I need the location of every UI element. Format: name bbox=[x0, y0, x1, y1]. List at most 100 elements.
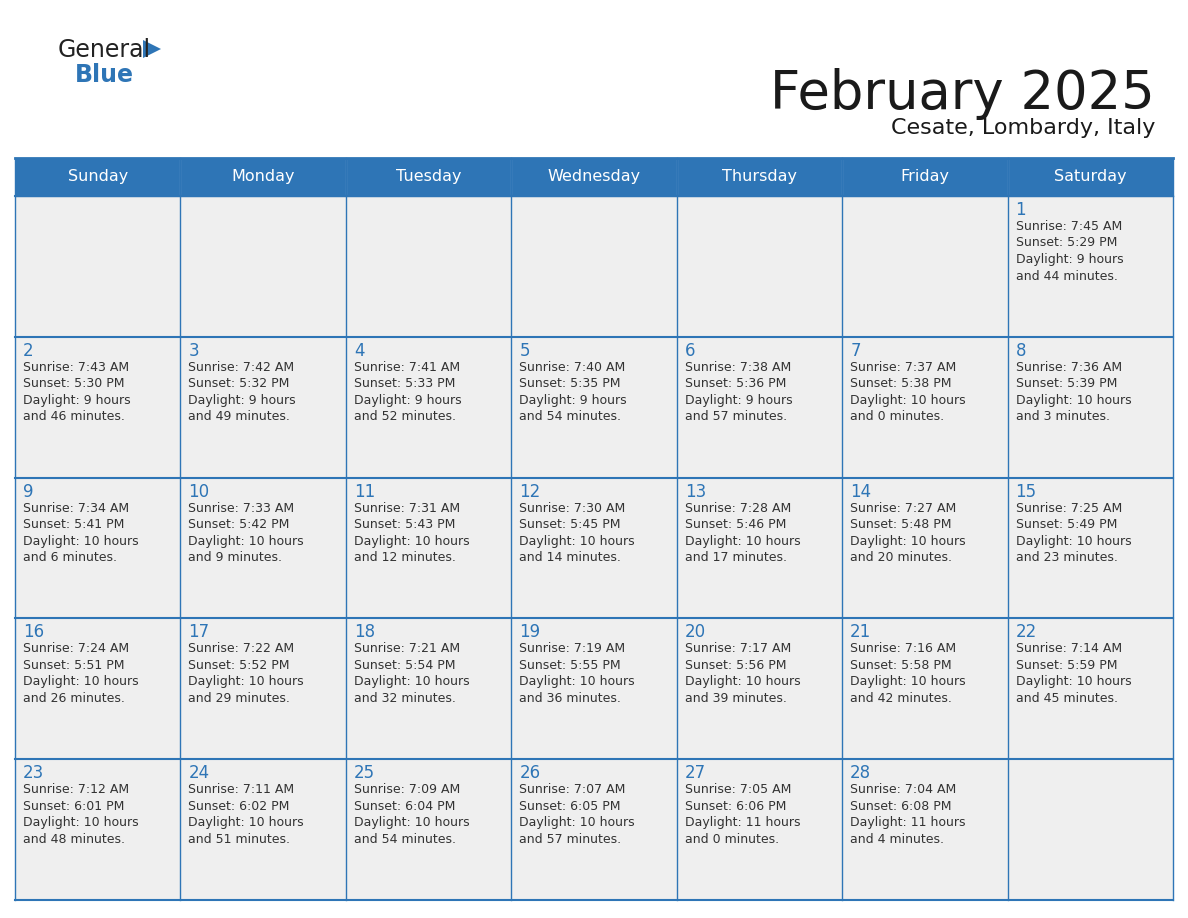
Text: Daylight: 10 hours: Daylight: 10 hours bbox=[851, 676, 966, 688]
Text: 10: 10 bbox=[189, 483, 209, 500]
Text: 11: 11 bbox=[354, 483, 375, 500]
Text: Sunrise: 7:16 AM: Sunrise: 7:16 AM bbox=[851, 643, 956, 655]
Text: Sunrise: 7:40 AM: Sunrise: 7:40 AM bbox=[519, 361, 626, 374]
Text: Sunset: 5:49 PM: Sunset: 5:49 PM bbox=[1016, 518, 1117, 532]
Text: Daylight: 10 hours: Daylight: 10 hours bbox=[1016, 676, 1131, 688]
Text: 9: 9 bbox=[23, 483, 33, 500]
Text: and 42 minutes.: and 42 minutes. bbox=[851, 692, 952, 705]
Bar bbox=[677, 477, 842, 619]
Text: Daylight: 10 hours: Daylight: 10 hours bbox=[354, 816, 469, 829]
Text: 6: 6 bbox=[684, 341, 695, 360]
Text: Sunrise: 7:37 AM: Sunrise: 7:37 AM bbox=[851, 361, 956, 374]
Bar bbox=[15, 759, 181, 900]
Bar bbox=[15, 477, 181, 619]
Text: Daylight: 9 hours: Daylight: 9 hours bbox=[684, 394, 792, 407]
Text: Sunrise: 7:31 AM: Sunrise: 7:31 AM bbox=[354, 501, 460, 515]
Text: and 23 minutes.: and 23 minutes. bbox=[1016, 551, 1118, 564]
Text: Daylight: 11 hours: Daylight: 11 hours bbox=[684, 816, 801, 829]
Bar bbox=[511, 196, 677, 337]
Bar bbox=[511, 759, 677, 900]
Text: 23: 23 bbox=[23, 764, 44, 782]
Text: and 44 minutes.: and 44 minutes. bbox=[1016, 270, 1118, 283]
Text: and 49 minutes.: and 49 minutes. bbox=[189, 410, 290, 423]
Bar bbox=[677, 619, 842, 759]
Text: Daylight: 10 hours: Daylight: 10 hours bbox=[1016, 534, 1131, 548]
Text: Sunset: 5:52 PM: Sunset: 5:52 PM bbox=[189, 659, 290, 672]
Bar bbox=[15, 619, 181, 759]
Text: Tuesday: Tuesday bbox=[396, 170, 461, 185]
Text: 3: 3 bbox=[189, 341, 200, 360]
Text: Sunset: 5:58 PM: Sunset: 5:58 PM bbox=[851, 659, 952, 672]
Text: Daylight: 11 hours: Daylight: 11 hours bbox=[851, 816, 966, 829]
Bar bbox=[15, 158, 181, 196]
Text: February 2025: February 2025 bbox=[770, 68, 1155, 120]
Bar bbox=[511, 477, 677, 619]
Bar bbox=[1007, 158, 1173, 196]
Bar bbox=[842, 337, 1007, 477]
Text: Sunrise: 7:30 AM: Sunrise: 7:30 AM bbox=[519, 501, 626, 515]
Text: and 0 minutes.: and 0 minutes. bbox=[684, 833, 779, 845]
Text: Daylight: 10 hours: Daylight: 10 hours bbox=[23, 816, 139, 829]
Bar bbox=[346, 196, 511, 337]
Text: Sunrise: 7:38 AM: Sunrise: 7:38 AM bbox=[684, 361, 791, 374]
Bar bbox=[511, 158, 677, 196]
Text: Sunset: 6:01 PM: Sunset: 6:01 PM bbox=[23, 800, 125, 812]
Text: Sunset: 5:29 PM: Sunset: 5:29 PM bbox=[1016, 237, 1117, 250]
Bar bbox=[346, 337, 511, 477]
Text: Sunset: 5:33 PM: Sunset: 5:33 PM bbox=[354, 377, 455, 390]
Text: and 14 minutes.: and 14 minutes. bbox=[519, 551, 621, 564]
Text: Sunset: 5:42 PM: Sunset: 5:42 PM bbox=[189, 518, 290, 532]
Text: and 17 minutes.: and 17 minutes. bbox=[684, 551, 786, 564]
Text: 7: 7 bbox=[851, 341, 860, 360]
Text: Sunrise: 7:24 AM: Sunrise: 7:24 AM bbox=[23, 643, 129, 655]
Text: Sunrise: 7:36 AM: Sunrise: 7:36 AM bbox=[1016, 361, 1121, 374]
Text: Sunset: 5:59 PM: Sunset: 5:59 PM bbox=[1016, 659, 1117, 672]
Text: 17: 17 bbox=[189, 623, 209, 642]
Text: and 26 minutes.: and 26 minutes. bbox=[23, 692, 125, 705]
Text: and 54 minutes.: and 54 minutes. bbox=[354, 833, 456, 845]
Text: and 0 minutes.: and 0 minutes. bbox=[851, 410, 944, 423]
Text: and 52 minutes.: and 52 minutes. bbox=[354, 410, 456, 423]
Text: General: General bbox=[58, 38, 151, 62]
Bar bbox=[1007, 759, 1173, 900]
Text: Sunset: 5:51 PM: Sunset: 5:51 PM bbox=[23, 659, 125, 672]
Text: Sunrise: 7:14 AM: Sunrise: 7:14 AM bbox=[1016, 643, 1121, 655]
Text: Sunset: 5:55 PM: Sunset: 5:55 PM bbox=[519, 659, 621, 672]
Text: Sunset: 5:56 PM: Sunset: 5:56 PM bbox=[684, 659, 786, 672]
Text: Sunset: 5:48 PM: Sunset: 5:48 PM bbox=[851, 518, 952, 532]
Text: Daylight: 9 hours: Daylight: 9 hours bbox=[1016, 253, 1123, 266]
Text: Sunrise: 7:07 AM: Sunrise: 7:07 AM bbox=[519, 783, 626, 796]
Bar bbox=[181, 619, 346, 759]
Text: Daylight: 10 hours: Daylight: 10 hours bbox=[189, 534, 304, 548]
Bar bbox=[511, 337, 677, 477]
Text: Sunset: 6:02 PM: Sunset: 6:02 PM bbox=[189, 800, 290, 812]
Bar bbox=[346, 477, 511, 619]
Bar bbox=[15, 337, 181, 477]
Text: Daylight: 9 hours: Daylight: 9 hours bbox=[354, 394, 461, 407]
Text: Sunset: 6:05 PM: Sunset: 6:05 PM bbox=[519, 800, 621, 812]
Text: Sunrise: 7:43 AM: Sunrise: 7:43 AM bbox=[23, 361, 129, 374]
Text: Thursday: Thursday bbox=[722, 170, 797, 185]
Text: Daylight: 10 hours: Daylight: 10 hours bbox=[23, 534, 139, 548]
Text: Daylight: 10 hours: Daylight: 10 hours bbox=[684, 534, 801, 548]
Bar bbox=[677, 158, 842, 196]
Bar bbox=[15, 196, 181, 337]
Text: Sunrise: 7:17 AM: Sunrise: 7:17 AM bbox=[684, 643, 791, 655]
Text: Saturday: Saturday bbox=[1054, 170, 1126, 185]
Text: 12: 12 bbox=[519, 483, 541, 500]
Text: 26: 26 bbox=[519, 764, 541, 782]
Text: Daylight: 10 hours: Daylight: 10 hours bbox=[519, 816, 634, 829]
Text: 16: 16 bbox=[23, 623, 44, 642]
Text: 28: 28 bbox=[851, 764, 871, 782]
Text: 19: 19 bbox=[519, 623, 541, 642]
Text: Sunset: 5:41 PM: Sunset: 5:41 PM bbox=[23, 518, 125, 532]
Text: and 39 minutes.: and 39 minutes. bbox=[684, 692, 786, 705]
Bar bbox=[181, 477, 346, 619]
Text: Sunrise: 7:42 AM: Sunrise: 7:42 AM bbox=[189, 361, 295, 374]
Text: and 45 minutes.: and 45 minutes. bbox=[1016, 692, 1118, 705]
Text: Sunset: 5:45 PM: Sunset: 5:45 PM bbox=[519, 518, 621, 532]
Text: Cesate, Lombardy, Italy: Cesate, Lombardy, Italy bbox=[891, 118, 1155, 138]
Text: 14: 14 bbox=[851, 483, 871, 500]
Bar bbox=[181, 196, 346, 337]
Bar bbox=[346, 158, 511, 196]
